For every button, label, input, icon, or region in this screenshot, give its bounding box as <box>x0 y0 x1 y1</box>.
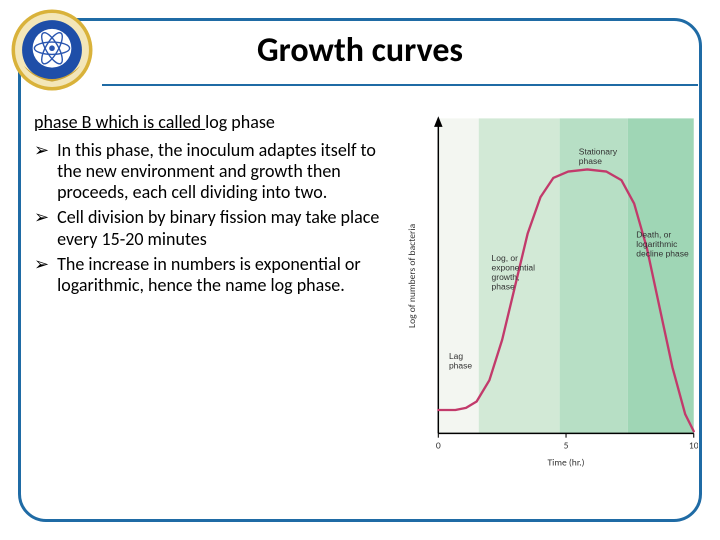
phase-heading-suffix: log phase <box>205 111 275 133</box>
svg-text:Log of numbers of bacteria: Log of numbers of bacteria <box>406 224 418 328</box>
bullet-item: ➢In this phase, the inoculum adaptes its… <box>34 140 394 204</box>
phase-heading-underlined: phase B which is called <box>34 111 205 133</box>
bullet-marker: ➢ <box>34 207 49 249</box>
svg-text:10: 10 <box>689 439 698 451</box>
bullet-list: ➢In this phase, the inoculum adaptes its… <box>34 140 394 297</box>
svg-text:0: 0 <box>436 439 441 451</box>
content-area: phase B which is called log phase ➢In th… <box>34 112 698 518</box>
title-underline <box>102 84 698 86</box>
phase-heading: phase B which is called log phase <box>34 112 394 134</box>
text-column: phase B which is called log phase ➢In th… <box>34 112 394 518</box>
bullet-marker: ➢ <box>34 140 49 204</box>
bullet-text: The increase in numbers is exponential o… <box>57 254 394 296</box>
svg-text:Time (hr.): Time (hr.) <box>548 456 585 468</box>
bullet-text: Cell division by binary fission may take… <box>57 207 394 249</box>
svg-text:5: 5 <box>564 439 569 451</box>
bullet-marker: ➢ <box>34 254 49 296</box>
bullet-item: ➢Cell division by binary fission may tak… <box>34 207 394 249</box>
slide-title: Growth curves <box>0 30 720 71</box>
bullet-item: ➢The increase in numbers is exponential … <box>34 254 394 296</box>
bullet-text: In this phase, the inoculum adaptes itse… <box>57 140 394 204</box>
growth-curve-chart: LagphaseLog, orexponentialgrowth,phaseSt… <box>400 112 698 518</box>
